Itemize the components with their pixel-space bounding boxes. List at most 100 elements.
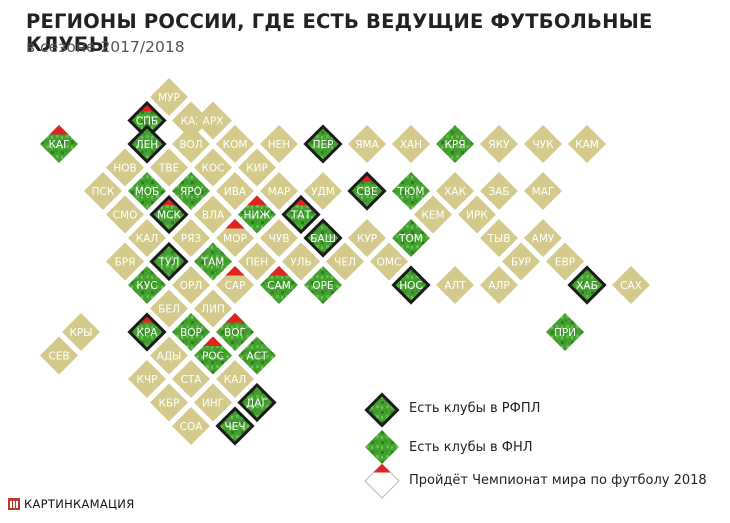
legend-rfpl-label: Есть клубы в РФПЛ <box>409 401 541 416</box>
region-label: УЛЬ <box>290 257 312 269</box>
region-label: СПБ <box>136 116 158 128</box>
region-label: КУС <box>136 280 157 292</box>
region-tile: МСК <box>149 194 189 235</box>
region-tile: ХАК <box>436 172 474 210</box>
region-label: СМО <box>113 210 138 222</box>
region-tile: БУР <box>502 242 540 281</box>
region-tile: ХАН <box>392 125 430 163</box>
region-label: ВОЛ <box>179 139 202 151</box>
region-label: АЛТ <box>444 280 466 292</box>
region-tile: АСТ <box>238 336 276 375</box>
region-label: КОС <box>201 163 224 175</box>
region-label: ЧУК <box>532 139 554 151</box>
region-label: КАЛ <box>224 374 247 386</box>
region-label: ХАБ <box>576 280 598 292</box>
region-label: КАГ <box>48 139 69 151</box>
region-label: ИНГ <box>202 398 224 410</box>
region-tile: КАЛ <box>128 219 166 257</box>
region-label: КРЫ <box>69 327 92 339</box>
region-tile: КЕМ <box>414 195 452 234</box>
region-tile: КОС <box>194 148 232 187</box>
region-label: МОБ <box>135 186 160 198</box>
region-label: КОМ <box>223 139 248 151</box>
region-tile: БАШ <box>303 218 343 258</box>
region-label: СТА <box>181 374 203 386</box>
region-tile: МОР <box>216 219 254 257</box>
region-label: КРА <box>137 327 159 339</box>
region-label: ЗАБ <box>488 186 509 198</box>
region-tile: ЧУК <box>524 125 562 163</box>
region-tile: КОМ <box>216 125 254 163</box>
region-label: ВОГ <box>224 327 246 339</box>
region-label: САХ <box>620 280 642 292</box>
region-label: САР <box>225 280 246 292</box>
region-tile: ЧЕЧ <box>215 406 255 446</box>
region-label: СОА <box>180 421 204 433</box>
region-label: КЕМ <box>421 210 444 222</box>
region-tile: НИЖ <box>238 195 276 234</box>
region-label: ИРК <box>466 210 488 222</box>
region-label: КЧР <box>137 374 158 386</box>
region-tile: МОБ <box>128 172 166 210</box>
legend-rfpl-swatch <box>364 392 400 428</box>
region-tile: КУР <box>348 219 386 257</box>
region-tile: КАЛ <box>216 360 254 398</box>
region-label: МАГ <box>532 186 555 198</box>
region-label: ТАМ <box>201 257 225 269</box>
region-tile: ЧУВ <box>260 219 298 257</box>
region-label: ТЮМ <box>397 186 425 198</box>
region-tile: КИР <box>238 148 276 187</box>
region-label: РЯЗ <box>181 233 202 245</box>
region-label: ПЕР <box>313 139 334 151</box>
region-tile: КБР <box>150 383 188 422</box>
region-label: КИР <box>246 163 268 175</box>
region-tile: НЕН <box>260 125 298 163</box>
legend-wc-swatch <box>364 463 400 499</box>
region-tile: НОВ <box>106 148 144 187</box>
region-label: ОМС <box>377 257 402 269</box>
region-tile: ПЕН <box>238 242 276 281</box>
region-tile: КАМ <box>568 125 606 163</box>
region-tile: ТВЕ <box>150 148 188 187</box>
region-tile: АРХ <box>194 101 232 140</box>
legend-fnl-label: Есть клубы в ФНЛ <box>409 440 533 455</box>
region-tile: САХ <box>612 266 650 304</box>
brand-logo-icon <box>8 498 20 510</box>
region-tile: ОМС <box>370 242 408 281</box>
region-label: БЕЛ <box>158 304 180 316</box>
region-label: НЕН <box>268 139 290 151</box>
region-tile: ПРИ <box>546 313 584 351</box>
region-label: ТУЛ <box>158 257 180 269</box>
region-label: ЕВР <box>555 257 575 269</box>
region-label: ПСК <box>92 186 115 198</box>
region-label: ПЕН <box>246 257 268 269</box>
region-tile: АЛТ <box>436 266 474 304</box>
region-tile: КРА <box>127 312 167 352</box>
region-label: ЛЕН <box>136 139 158 151</box>
region-tile: КУС <box>128 266 166 304</box>
region-label: НИЖ <box>243 210 271 222</box>
region-tile: КРЫ <box>62 313 100 351</box>
region-tile: БРЯ <box>106 242 144 281</box>
region-label: АМУ <box>532 233 555 245</box>
region-label: АДЫ <box>157 351 182 363</box>
region-tile: ВОЛ <box>172 125 210 163</box>
region-label: САМ <box>267 280 291 292</box>
region-label: ХАК <box>444 186 466 198</box>
region-tile: ХАБ <box>567 265 607 305</box>
region-label: ЧУВ <box>269 233 290 245</box>
region-tile: УДМ <box>304 172 342 210</box>
region-tile: ТЮМ <box>392 172 430 210</box>
region-label: МСК <box>157 210 181 222</box>
region-tile: ВОР <box>172 313 210 351</box>
region-tile: ПЕР <box>303 124 343 164</box>
region-tile: СМО <box>106 195 144 234</box>
region-label: МОР <box>223 233 247 245</box>
region-tile: ТАТ <box>281 194 321 235</box>
region-label: НОС <box>399 280 423 292</box>
legend-wc-label: Пройдёт Чемпионат мира по футболу 2018 <box>409 473 707 488</box>
region-label: НОВ <box>113 163 136 175</box>
region-label: ВЛА <box>202 210 225 222</box>
region-tile: ЯМА <box>348 125 386 163</box>
